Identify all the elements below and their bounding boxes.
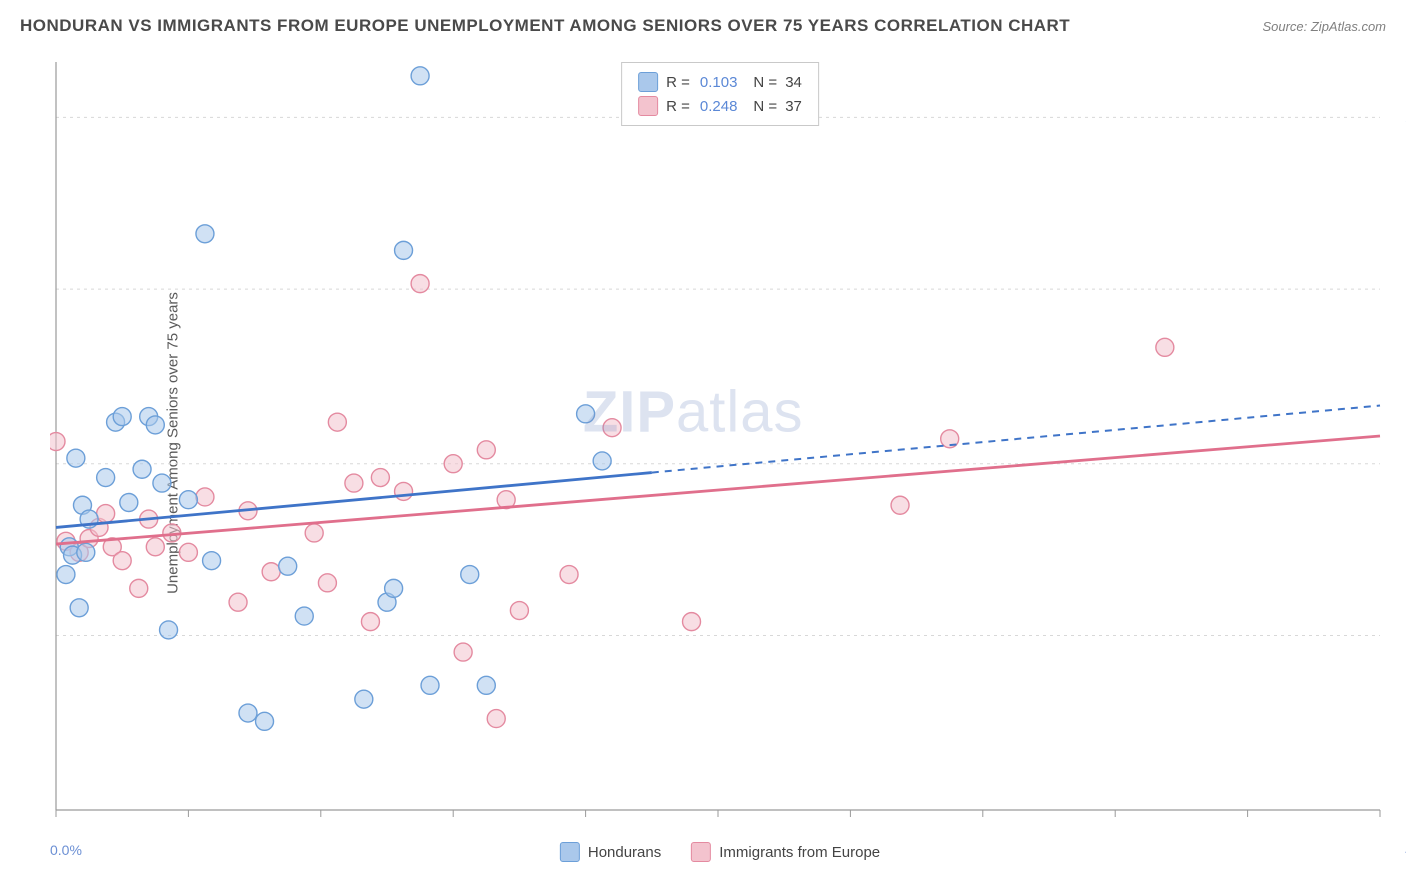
stats-row-hondurans: R = 0.103 N = 34 [638, 70, 802, 94]
n-label: N = [753, 98, 777, 115]
swatch-hondurans [560, 842, 580, 862]
stats-row-europe: R = 0.248 N = 37 [638, 94, 802, 118]
n-value-hondurans: 34 [785, 74, 802, 91]
swatch-europe [691, 842, 711, 862]
r-label: R = [666, 74, 690, 91]
r-value-hondurans: 0.103 [700, 74, 738, 91]
chart-title: HONDURAN VS IMMIGRANTS FROM EUROPE UNEMP… [20, 16, 1070, 36]
n-value-europe: 37 [785, 98, 802, 115]
r-label: R = [666, 98, 690, 115]
x-tick-min: 0.0% [50, 842, 82, 858]
legend-label-hondurans: Hondurans [588, 844, 661, 861]
r-value-europe: 0.248 [700, 98, 738, 115]
legend-label-europe: Immigrants from Europe [719, 844, 880, 861]
legend-item-hondurans: Hondurans [560, 842, 661, 862]
scatter-plot [50, 58, 1390, 828]
source-attribution: Source: ZipAtlas.com [1262, 19, 1386, 34]
stats-legend-box: R = 0.103 N = 34 R = 0.248 N = 37 [621, 62, 819, 126]
bottom-legend: Hondurans Immigrants from Europe [560, 842, 880, 862]
legend-item-europe: Immigrants from Europe [691, 842, 880, 862]
chart-area: Unemployment Among Seniors over 75 years… [50, 58, 1390, 828]
swatch-hondurans [638, 72, 658, 92]
n-label: N = [753, 74, 777, 91]
swatch-europe [638, 96, 658, 116]
title-bar: HONDURAN VS IMMIGRANTS FROM EUROPE UNEMP… [20, 16, 1386, 36]
